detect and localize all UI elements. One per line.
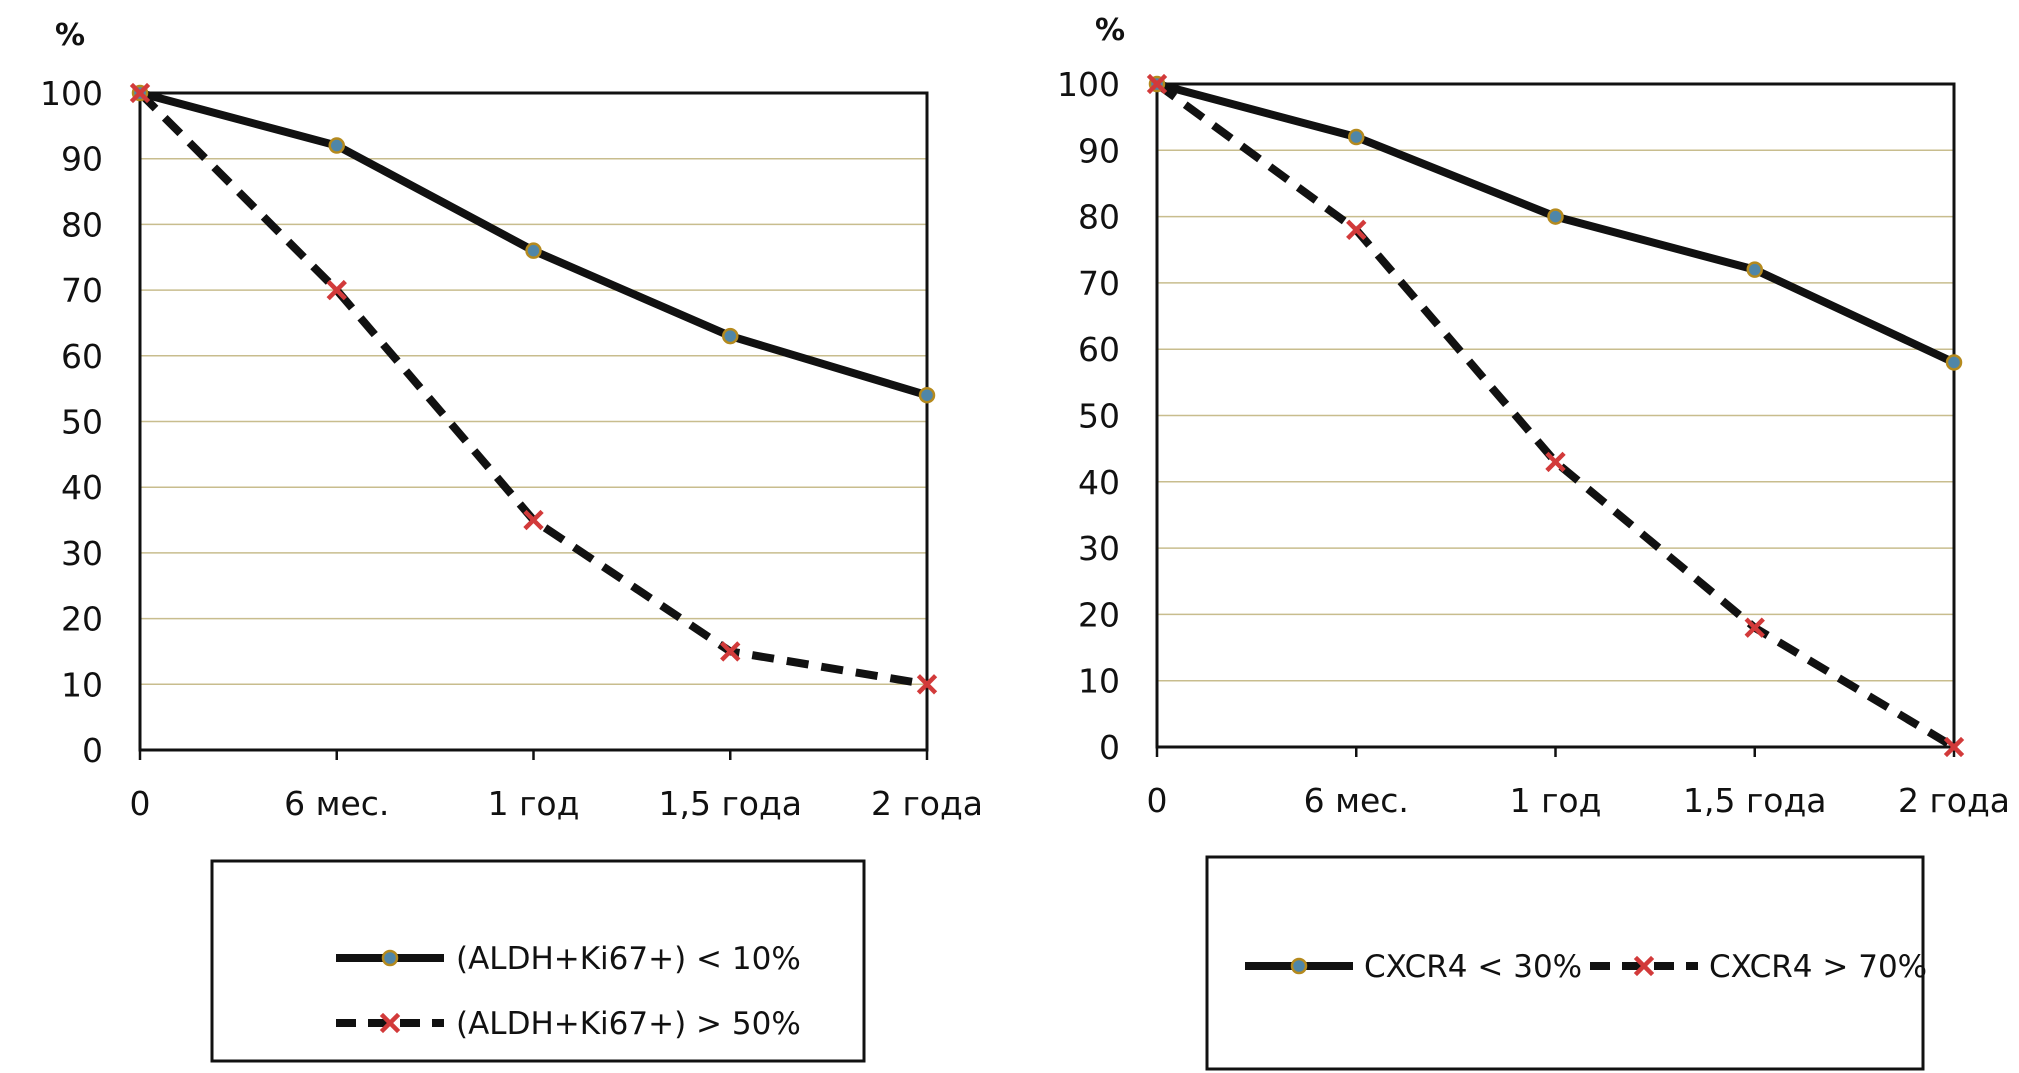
y-tick-label: 80: [61, 205, 103, 244]
data-point-cross: [326, 279, 347, 301]
x-tick-label: 6 мес.: [284, 784, 389, 823]
data-point-circle: [1746, 261, 1763, 278]
data-point-circle: [1348, 128, 1365, 146]
x-tick-label: 2 года: [1898, 781, 2010, 820]
y-tick-label: 90: [61, 140, 103, 179]
y-tick-label: 10: [61, 665, 103, 704]
x-tick-label: 2 года: [871, 784, 983, 823]
y-tick-label: 100: [1057, 65, 1120, 104]
data-point-cross: [916, 674, 938, 695]
data-point-circle: [328, 137, 345, 154]
y-axis-unit: %: [55, 18, 85, 53]
y-tick-label: 50: [1078, 397, 1120, 436]
data-point-cross: [1346, 219, 1367, 241]
data-point-cross: [720, 641, 741, 662]
legend-marker-circle: [381, 949, 399, 967]
data-point-circle: [722, 327, 739, 345]
y-tick-label: 60: [1078, 330, 1120, 369]
y-tick-label: 0: [82, 731, 103, 770]
x-tick-label: 0: [1147, 781, 1168, 820]
y-tick-label: 70: [1078, 264, 1120, 303]
data-point-circle: [1945, 354, 1963, 371]
data-point-cross: [129, 82, 151, 104]
x-tick-label: 6 мес.: [1304, 781, 1409, 820]
legend-box: [210, 859, 866, 1063]
legend-marker-circle: [1290, 957, 1308, 975]
x-tick-label: 1 год: [488, 784, 580, 823]
data-point-circle: [918, 386, 936, 404]
x-tick-label: 1 год: [1510, 781, 1602, 820]
data-point-cross: [1545, 451, 1566, 473]
y-tick-label: 20: [61, 600, 103, 639]
y-tick-label: 80: [1078, 198, 1120, 237]
x-tick-label: 1,5 года: [1683, 781, 1827, 820]
legend-marker-cross: [379, 1012, 401, 1034]
y-tick-label: 70: [61, 271, 103, 310]
data-point-cross: [523, 509, 544, 531]
data-point-cross: [1744, 617, 1765, 638]
y-tick-label: 20: [1078, 595, 1120, 634]
series-line-2: [137, 90, 928, 689]
legend-marker-cross: [1633, 955, 1655, 977]
y-tick-label: 90: [1078, 131, 1120, 170]
y-tick-label: 50: [61, 403, 103, 442]
legend-label: CXCR4 > 70%: [1709, 949, 1927, 985]
y-tick-label: 0: [1099, 728, 1120, 767]
chart-aldh-ki67: 0 10 20 30 40 50 60 70 80 90 100% 0 6 мес. 1 год 1,5 г…: [40, 18, 983, 1063]
y-axis-unit: %: [1095, 13, 1125, 48]
chart-cxcr4: 0 10 20 30 40 50 60 70 80 90 100% 0 6 мес. 1 год 1,5 г…: [1057, 13, 2010, 1071]
data-point-cross: [1146, 73, 1168, 95]
data-point-circle: [525, 242, 542, 259]
y-tick-label: 30: [1078, 529, 1120, 568]
series-line-2: [1154, 80, 1957, 751]
data-point-circle: [1547, 208, 1564, 225]
x-tick-label: 1,5 года: [658, 784, 802, 823]
legend-label: CXCR4 < 30%: [1364, 949, 1582, 985]
y-tick-label: 60: [61, 337, 103, 376]
legend-label: (ALDH+Ki67+) > 50%: [456, 1006, 801, 1042]
y-tick-label: 40: [61, 468, 103, 507]
x-tick-label: 0: [130, 784, 151, 823]
y-tick-label: 100: [40, 74, 103, 113]
y-tick-label: 40: [1078, 463, 1120, 502]
y-tick-label: 10: [1078, 662, 1120, 701]
legend-label: (ALDH+Ki67+) < 10%: [456, 941, 801, 977]
y-tick-label: 30: [61, 534, 103, 573]
data-point-cross: [1943, 736, 1965, 758]
